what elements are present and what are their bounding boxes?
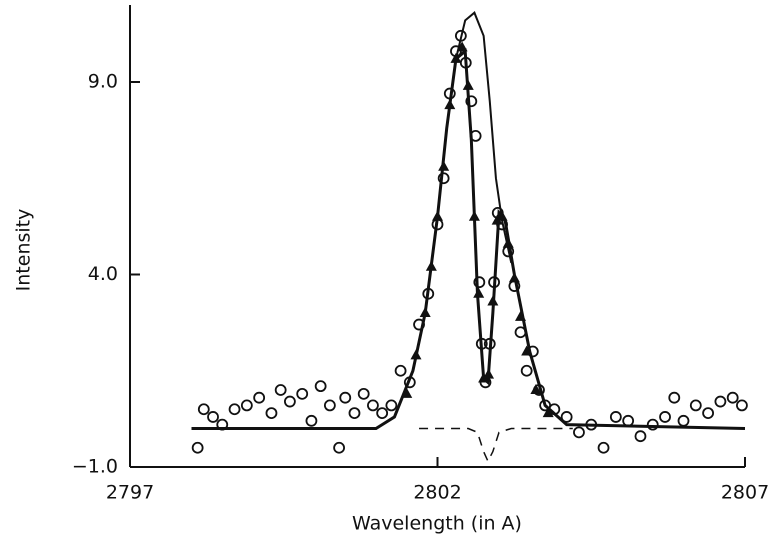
triangle-marker xyxy=(468,210,480,221)
circle-marker xyxy=(339,391,352,404)
triangle-marker xyxy=(401,387,413,398)
circle-marker xyxy=(437,172,450,185)
circle-marker xyxy=(469,129,482,142)
circle-marker xyxy=(634,430,647,443)
circle-marker xyxy=(385,399,398,412)
triangle-marker xyxy=(502,237,514,248)
circle-marker xyxy=(413,318,425,331)
circle-marker xyxy=(473,276,486,289)
circle-marker xyxy=(726,391,739,404)
circle-marker xyxy=(191,441,204,454)
circle-marker xyxy=(265,407,278,420)
x-tick-label: 2807 xyxy=(721,482,769,504)
y-tick-label: 9.0 xyxy=(88,71,118,93)
circle-marker xyxy=(573,426,585,439)
circle-marker xyxy=(488,276,500,289)
line xyxy=(419,427,573,463)
triangle-marker xyxy=(456,41,468,52)
y-axis-title: Intensity xyxy=(13,209,35,292)
circle-marker xyxy=(475,337,488,350)
triangle-marker xyxy=(478,372,490,383)
circle-marker xyxy=(689,399,702,412)
circle-marker xyxy=(357,387,370,400)
circle-marker xyxy=(443,87,456,100)
triangle-marker xyxy=(542,407,554,418)
triangle-marker xyxy=(515,310,527,321)
triangle-marker xyxy=(425,260,437,271)
circle-marker xyxy=(197,403,210,416)
triangle-marker xyxy=(410,349,422,360)
triangle-marker xyxy=(432,210,443,221)
circle-marker xyxy=(253,391,266,404)
triangle-marker xyxy=(483,368,495,379)
circle-marker xyxy=(228,403,241,416)
circle-marker xyxy=(659,411,671,423)
circle-marker xyxy=(422,287,435,300)
circle-marker xyxy=(403,376,416,389)
y-tick-label: −1.0 xyxy=(72,456,118,478)
circle-marker xyxy=(367,399,379,412)
triangle-marker xyxy=(473,287,485,298)
circle-marker xyxy=(702,407,714,420)
circle-marker xyxy=(622,414,635,427)
x-tick-label: 2797 xyxy=(106,482,154,504)
circle-marker xyxy=(305,414,318,427)
circle-marker xyxy=(609,411,622,423)
circle-marker xyxy=(348,407,361,420)
circle-marker xyxy=(333,441,346,454)
y-tick-label: 4.0 xyxy=(88,263,118,285)
circle-marker xyxy=(323,399,336,412)
circle-marker xyxy=(677,414,690,427)
triangle-marker xyxy=(530,384,542,394)
circle-marker xyxy=(376,407,389,420)
circle-marker xyxy=(465,95,478,108)
triangle-marker xyxy=(496,210,508,221)
circle-marker xyxy=(646,418,659,431)
triangle-marker xyxy=(521,345,533,356)
x-axis-title: Wavelength (in A) xyxy=(352,513,522,535)
triangle-marker xyxy=(487,295,499,306)
circle-marker xyxy=(274,384,287,396)
circle-marker xyxy=(520,364,533,377)
circle-marker xyxy=(216,418,229,431)
circle-marker xyxy=(283,395,296,408)
triangle-marker xyxy=(491,214,503,225)
circle-marker xyxy=(207,411,219,423)
circle-marker xyxy=(296,387,309,400)
circle-marker xyxy=(597,441,610,454)
triangle-marker xyxy=(419,307,431,317)
triangle-marker xyxy=(444,99,456,110)
triangle-marker xyxy=(438,160,450,171)
triangle-marker xyxy=(508,272,520,283)
circle-marker xyxy=(514,326,527,339)
circle-marker xyxy=(314,380,327,393)
circle-marker xyxy=(560,411,573,423)
circle-marker xyxy=(714,395,727,408)
line xyxy=(191,48,746,430)
circle-marker xyxy=(736,399,748,412)
x-tick-label: 2802 xyxy=(413,482,461,504)
circle-marker xyxy=(668,391,681,404)
circle-marker xyxy=(585,418,598,431)
triangle-marker xyxy=(450,52,462,63)
circle-marker xyxy=(240,399,253,412)
line xyxy=(411,11,513,371)
circle-marker xyxy=(483,337,496,350)
circle-marker xyxy=(454,29,467,42)
triangle-marker xyxy=(462,79,474,90)
circle-marker xyxy=(394,364,407,377)
